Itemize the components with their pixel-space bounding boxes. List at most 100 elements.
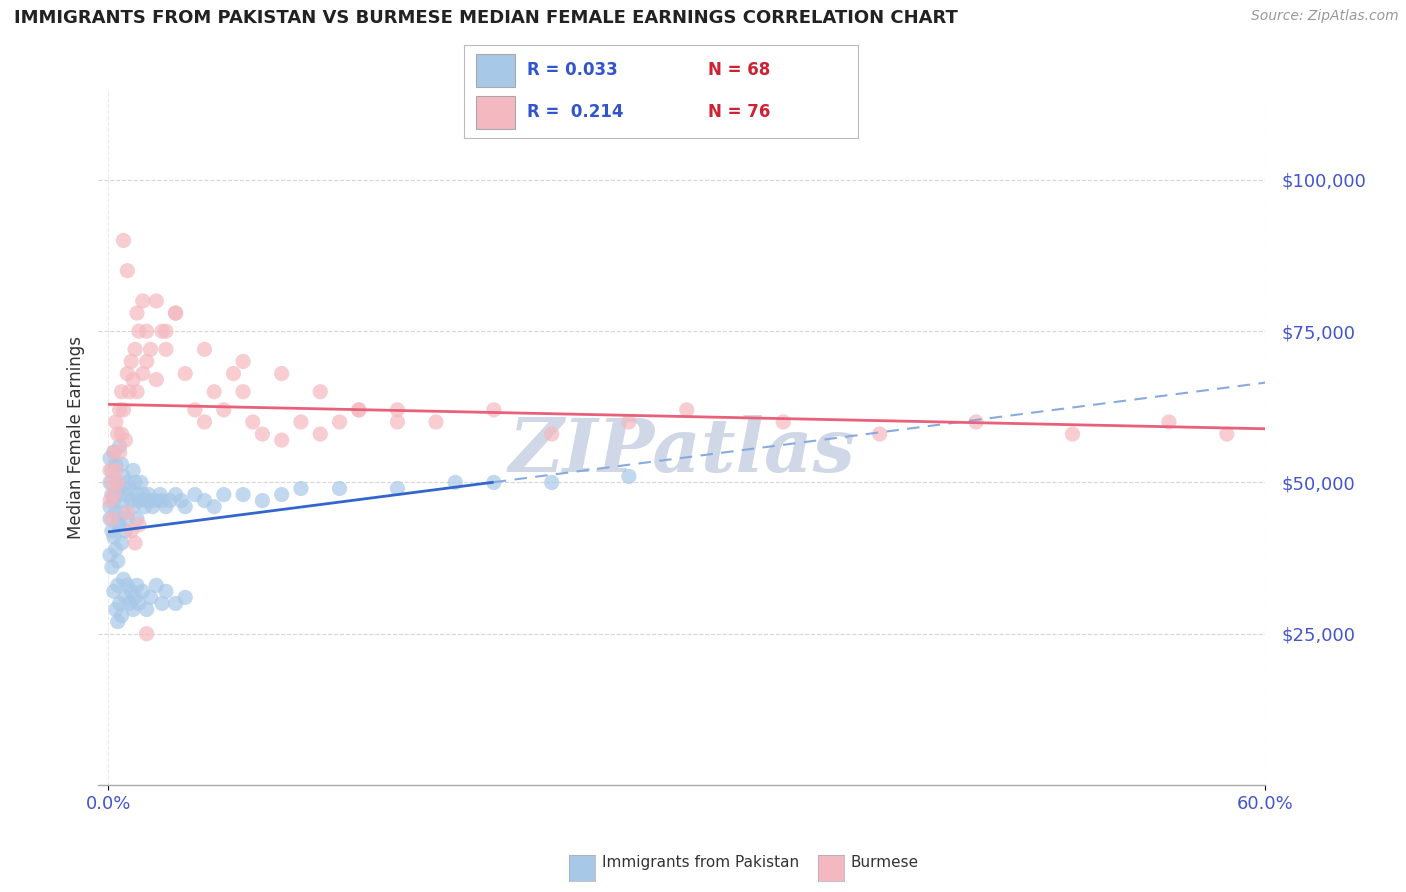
- Point: [120, 493, 142, 508]
- Point: [170, 493, 193, 508]
- Point: [101, 487, 124, 501]
- Point: [98, 493, 121, 508]
- Point: [101, 475, 124, 490]
- Point: [135, 324, 157, 338]
- Point: [482, 475, 505, 490]
- Point: [103, 493, 125, 508]
- Point: [120, 354, 142, 368]
- Point: [103, 445, 125, 459]
- Text: R = 0.033: R = 0.033: [527, 61, 617, 78]
- Text: Immigrants from Pakistan: Immigrants from Pakistan: [602, 855, 799, 870]
- FancyBboxPatch shape: [475, 96, 515, 129]
- Point: [104, 463, 127, 477]
- Point: [425, 415, 447, 429]
- Point: [124, 536, 146, 550]
- Point: [139, 591, 162, 605]
- Point: [128, 517, 150, 532]
- Point: [444, 475, 467, 490]
- Point: [193, 343, 215, 357]
- FancyBboxPatch shape: [475, 54, 515, 87]
- Text: N = 76: N = 76: [709, 103, 770, 121]
- Point: [107, 578, 129, 592]
- Point: [347, 402, 370, 417]
- Point: [124, 343, 146, 357]
- Point: [387, 415, 409, 429]
- Point: [150, 597, 173, 611]
- Point: [98, 548, 121, 562]
- Point: [128, 493, 150, 508]
- Point: [118, 597, 141, 611]
- Point: [1216, 427, 1239, 442]
- Point: [107, 517, 129, 532]
- Point: [125, 578, 148, 592]
- Point: [232, 354, 254, 368]
- Point: [309, 427, 332, 442]
- Point: [125, 384, 148, 399]
- Point: [107, 475, 129, 490]
- Point: [129, 475, 152, 490]
- Point: [232, 384, 254, 399]
- Point: [150, 493, 173, 508]
- Point: [617, 415, 640, 429]
- Point: [108, 517, 131, 532]
- Point: [101, 512, 124, 526]
- Point: [174, 367, 197, 381]
- Point: [202, 500, 225, 514]
- Point: [347, 402, 370, 417]
- Point: [108, 439, 131, 453]
- Text: N = 68: N = 68: [709, 61, 770, 78]
- Point: [149, 487, 172, 501]
- Point: [125, 487, 148, 501]
- Point: [98, 475, 121, 490]
- Point: [104, 506, 127, 520]
- Point: [103, 487, 125, 501]
- Point: [101, 524, 124, 538]
- Point: [98, 512, 121, 526]
- Point: [155, 500, 177, 514]
- Point: [155, 343, 177, 357]
- Point: [150, 324, 173, 338]
- Point: [159, 493, 181, 508]
- Point: [270, 487, 292, 501]
- Point: [117, 578, 139, 592]
- Point: [114, 524, 136, 538]
- Point: [117, 475, 139, 490]
- Point: [118, 482, 141, 496]
- Point: [110, 384, 132, 399]
- Point: [145, 373, 167, 387]
- Point: [242, 415, 264, 429]
- Point: [134, 500, 156, 514]
- Point: [675, 402, 697, 417]
- Point: [114, 487, 136, 501]
- Point: [114, 433, 136, 447]
- Point: [128, 324, 150, 338]
- Point: [617, 469, 640, 483]
- Point: [108, 482, 131, 496]
- Point: [110, 608, 132, 623]
- Point: [112, 234, 135, 248]
- Point: [98, 463, 121, 477]
- Point: [232, 487, 254, 501]
- Point: [135, 602, 157, 616]
- Point: [98, 500, 121, 514]
- Text: Source: ZipAtlas.com: Source: ZipAtlas.com: [1251, 9, 1399, 23]
- Point: [112, 402, 135, 417]
- Point: [309, 384, 332, 399]
- Point: [965, 415, 987, 429]
- Point: [184, 402, 207, 417]
- Point: [155, 584, 177, 599]
- Point: [104, 458, 127, 472]
- Point: [772, 415, 794, 429]
- Point: [270, 433, 292, 447]
- Point: [132, 584, 155, 599]
- Point: [110, 458, 132, 472]
- Point: [114, 591, 136, 605]
- Point: [290, 482, 312, 496]
- Point: [193, 415, 215, 429]
- Point: [112, 572, 135, 586]
- Point: [132, 293, 155, 308]
- Point: [112, 469, 135, 483]
- Point: [117, 263, 139, 277]
- Point: [118, 384, 141, 399]
- Point: [145, 578, 167, 592]
